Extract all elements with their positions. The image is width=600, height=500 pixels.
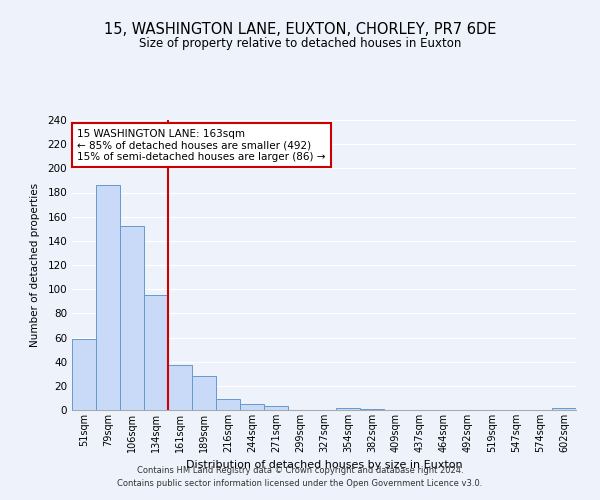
Bar	[264, 406, 288, 410]
Bar	[144, 295, 168, 410]
Bar	[96, 185, 120, 410]
Y-axis label: Number of detached properties: Number of detached properties	[31, 183, 40, 347]
Text: Contains HM Land Registry data © Crown copyright and database right 2024.
Contai: Contains HM Land Registry data © Crown c…	[118, 466, 482, 487]
Text: Size of property relative to detached houses in Euxton: Size of property relative to detached ho…	[139, 38, 461, 51]
Text: 15 WASHINGTON LANE: 163sqm
← 85% of detached houses are smaller (492)
15% of sem: 15 WASHINGTON LANE: 163sqm ← 85% of deta…	[77, 128, 326, 162]
Bar	[168, 366, 192, 410]
Bar	[240, 404, 264, 410]
Bar	[552, 408, 576, 410]
X-axis label: Distribution of detached houses by size in Euxton: Distribution of detached houses by size …	[185, 460, 463, 470]
Bar	[72, 338, 96, 410]
Bar	[120, 226, 144, 410]
Bar	[336, 408, 360, 410]
Bar	[360, 409, 384, 410]
Bar	[216, 399, 240, 410]
Text: 15, WASHINGTON LANE, EUXTON, CHORLEY, PR7 6DE: 15, WASHINGTON LANE, EUXTON, CHORLEY, PR…	[104, 22, 496, 38]
Bar	[192, 376, 216, 410]
